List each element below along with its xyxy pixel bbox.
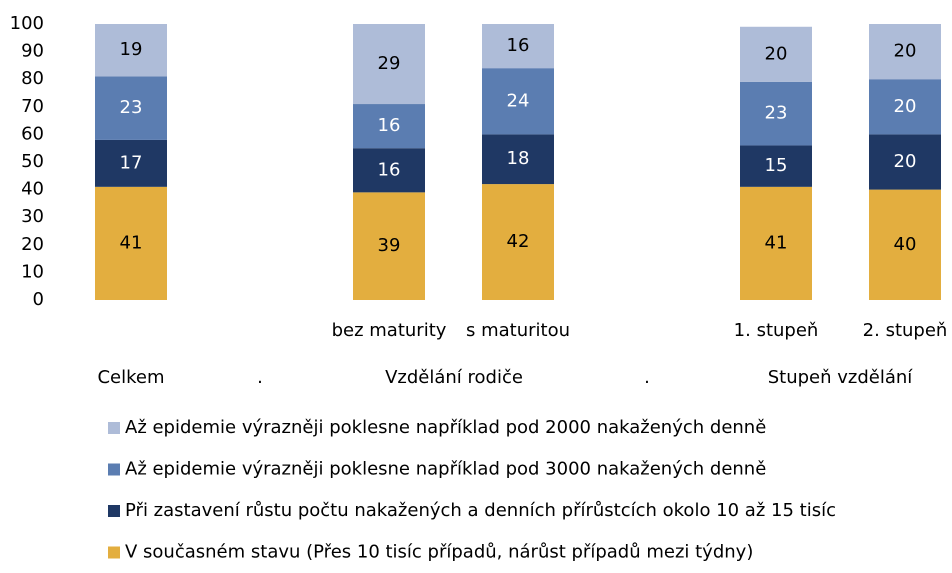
- data-label: 29: [378, 53, 401, 74]
- y-tick-label: 50: [21, 151, 44, 172]
- x-tick-label: 2. stupeň: [863, 320, 948, 341]
- data-label: 16: [507, 35, 530, 56]
- data-label: 23: [765, 103, 788, 124]
- data-label: 42: [507, 231, 530, 252]
- y-tick-label: 20: [21, 234, 44, 255]
- bar-segment: [95, 76, 167, 140]
- bar-segment: [482, 68, 554, 135]
- data-label: 41: [765, 232, 788, 253]
- bar-segment: [869, 24, 941, 80]
- y-tick-label: 90: [21, 41, 44, 62]
- data-label: 20: [894, 151, 917, 172]
- bar-segment: [95, 24, 167, 77]
- data-label: 39: [378, 235, 401, 256]
- bar-segment: [740, 186, 812, 300]
- bar-segment: [740, 26, 812, 82]
- bar-segment: [353, 104, 425, 149]
- y-tick-label: 80: [21, 68, 44, 89]
- bar-segment: [482, 134, 554, 185]
- legend-swatch: [108, 463, 120, 476]
- y-tick-label: 100: [10, 13, 44, 34]
- x-tick-label: 1. stupeň: [734, 320, 819, 341]
- legend-label: Až epidemie výrazněji poklesne například…: [125, 417, 766, 438]
- group-label: .: [644, 367, 650, 388]
- bar-segment: [869, 189, 941, 300]
- legend-swatch: [108, 422, 120, 434]
- legend-swatch: [108, 505, 120, 517]
- data-label: 18: [507, 148, 530, 169]
- data-label: 20: [894, 41, 917, 62]
- bar-segment: [740, 81, 812, 146]
- group-label: Stupeň vzdělání: [768, 367, 914, 388]
- x-tick-label: s maturitou: [466, 320, 570, 341]
- data-label: 24: [507, 90, 530, 111]
- y-tick-label: 30: [21, 206, 44, 227]
- legend-label: Při zastavení růstu počtu nakažených a d…: [125, 500, 836, 521]
- bar-segment: [869, 79, 941, 135]
- bar-segment: [869, 134, 941, 190]
- y-tick-label: 60: [21, 123, 44, 144]
- legend-swatch: [108, 546, 120, 559]
- legend-label: V současném stavu (Přes 10 tisíc případů…: [125, 542, 753, 563]
- bar-segment: [95, 186, 167, 300]
- data-label: 19: [120, 39, 143, 60]
- bar-segment: [95, 139, 167, 187]
- x-tick-label: bez maturity: [332, 320, 447, 341]
- data-label: 41: [120, 232, 143, 253]
- group-label: Celkem: [97, 367, 164, 388]
- bar-segment: [353, 148, 425, 193]
- data-label: 16: [378, 115, 401, 136]
- y-tick-label: 40: [21, 179, 44, 200]
- data-label: 16: [378, 159, 401, 180]
- group-label: .: [257, 367, 263, 388]
- data-label: 23: [120, 97, 143, 118]
- data-label: 15: [765, 155, 788, 176]
- data-label: 20: [894, 96, 917, 117]
- bar-segment: [482, 24, 554, 69]
- bar-segment: [740, 145, 812, 187]
- y-tick-label: 70: [21, 96, 44, 117]
- data-label: 40: [894, 234, 917, 255]
- y-tick-label: 0: [33, 289, 44, 310]
- bar-segment: [482, 184, 554, 300]
- data-label: 20: [765, 43, 788, 64]
- bar-segment: [353, 192, 425, 300]
- y-tick-label: 10: [21, 261, 44, 282]
- bar-segment: [353, 24, 425, 105]
- data-label: 17: [120, 152, 143, 173]
- group-label: Vzdělání rodiče: [385, 367, 523, 388]
- legend-label: Až epidemie výrazněji poklesne například…: [125, 459, 766, 480]
